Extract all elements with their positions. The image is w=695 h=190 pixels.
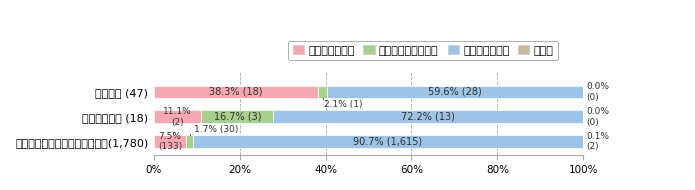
Bar — [318, 86, 327, 98]
Text: 90.7% (1,615): 90.7% (1,615) — [354, 137, 423, 147]
Text: 72.2% (13): 72.2% (13) — [401, 112, 455, 122]
Text: 0.0%
(0): 0.0% (0) — [587, 82, 610, 102]
Text: 38.3% (18): 38.3% (18) — [209, 87, 263, 97]
Text: 2.1% (1): 2.1% (1) — [324, 100, 363, 109]
Text: 0.1%
(2): 0.1% (2) — [587, 132, 610, 151]
Legend: 制定されている, 制定を検討している, 制定していない, 無回答: 制定されている, 制定を検討している, 制定していない, 無回答 — [288, 41, 558, 60]
Text: 1.7% (30): 1.7% (30) — [194, 125, 238, 134]
Bar — [154, 135, 186, 148]
Text: 16.7% (3): 16.7% (3) — [213, 112, 261, 122]
Bar — [202, 110, 273, 123]
Text: 59.6% (28): 59.6% (28) — [428, 87, 482, 97]
Bar — [193, 135, 583, 148]
Text: 11.1%
(2): 11.1% (2) — [163, 107, 192, 127]
Bar — [154, 86, 318, 98]
Text: 0.0%
(0): 0.0% (0) — [587, 107, 610, 127]
Bar — [327, 86, 583, 98]
Bar — [154, 110, 202, 123]
Bar — [186, 135, 193, 148]
Text: 7.5%
(133): 7.5% (133) — [158, 132, 182, 151]
Bar — [273, 110, 583, 123]
